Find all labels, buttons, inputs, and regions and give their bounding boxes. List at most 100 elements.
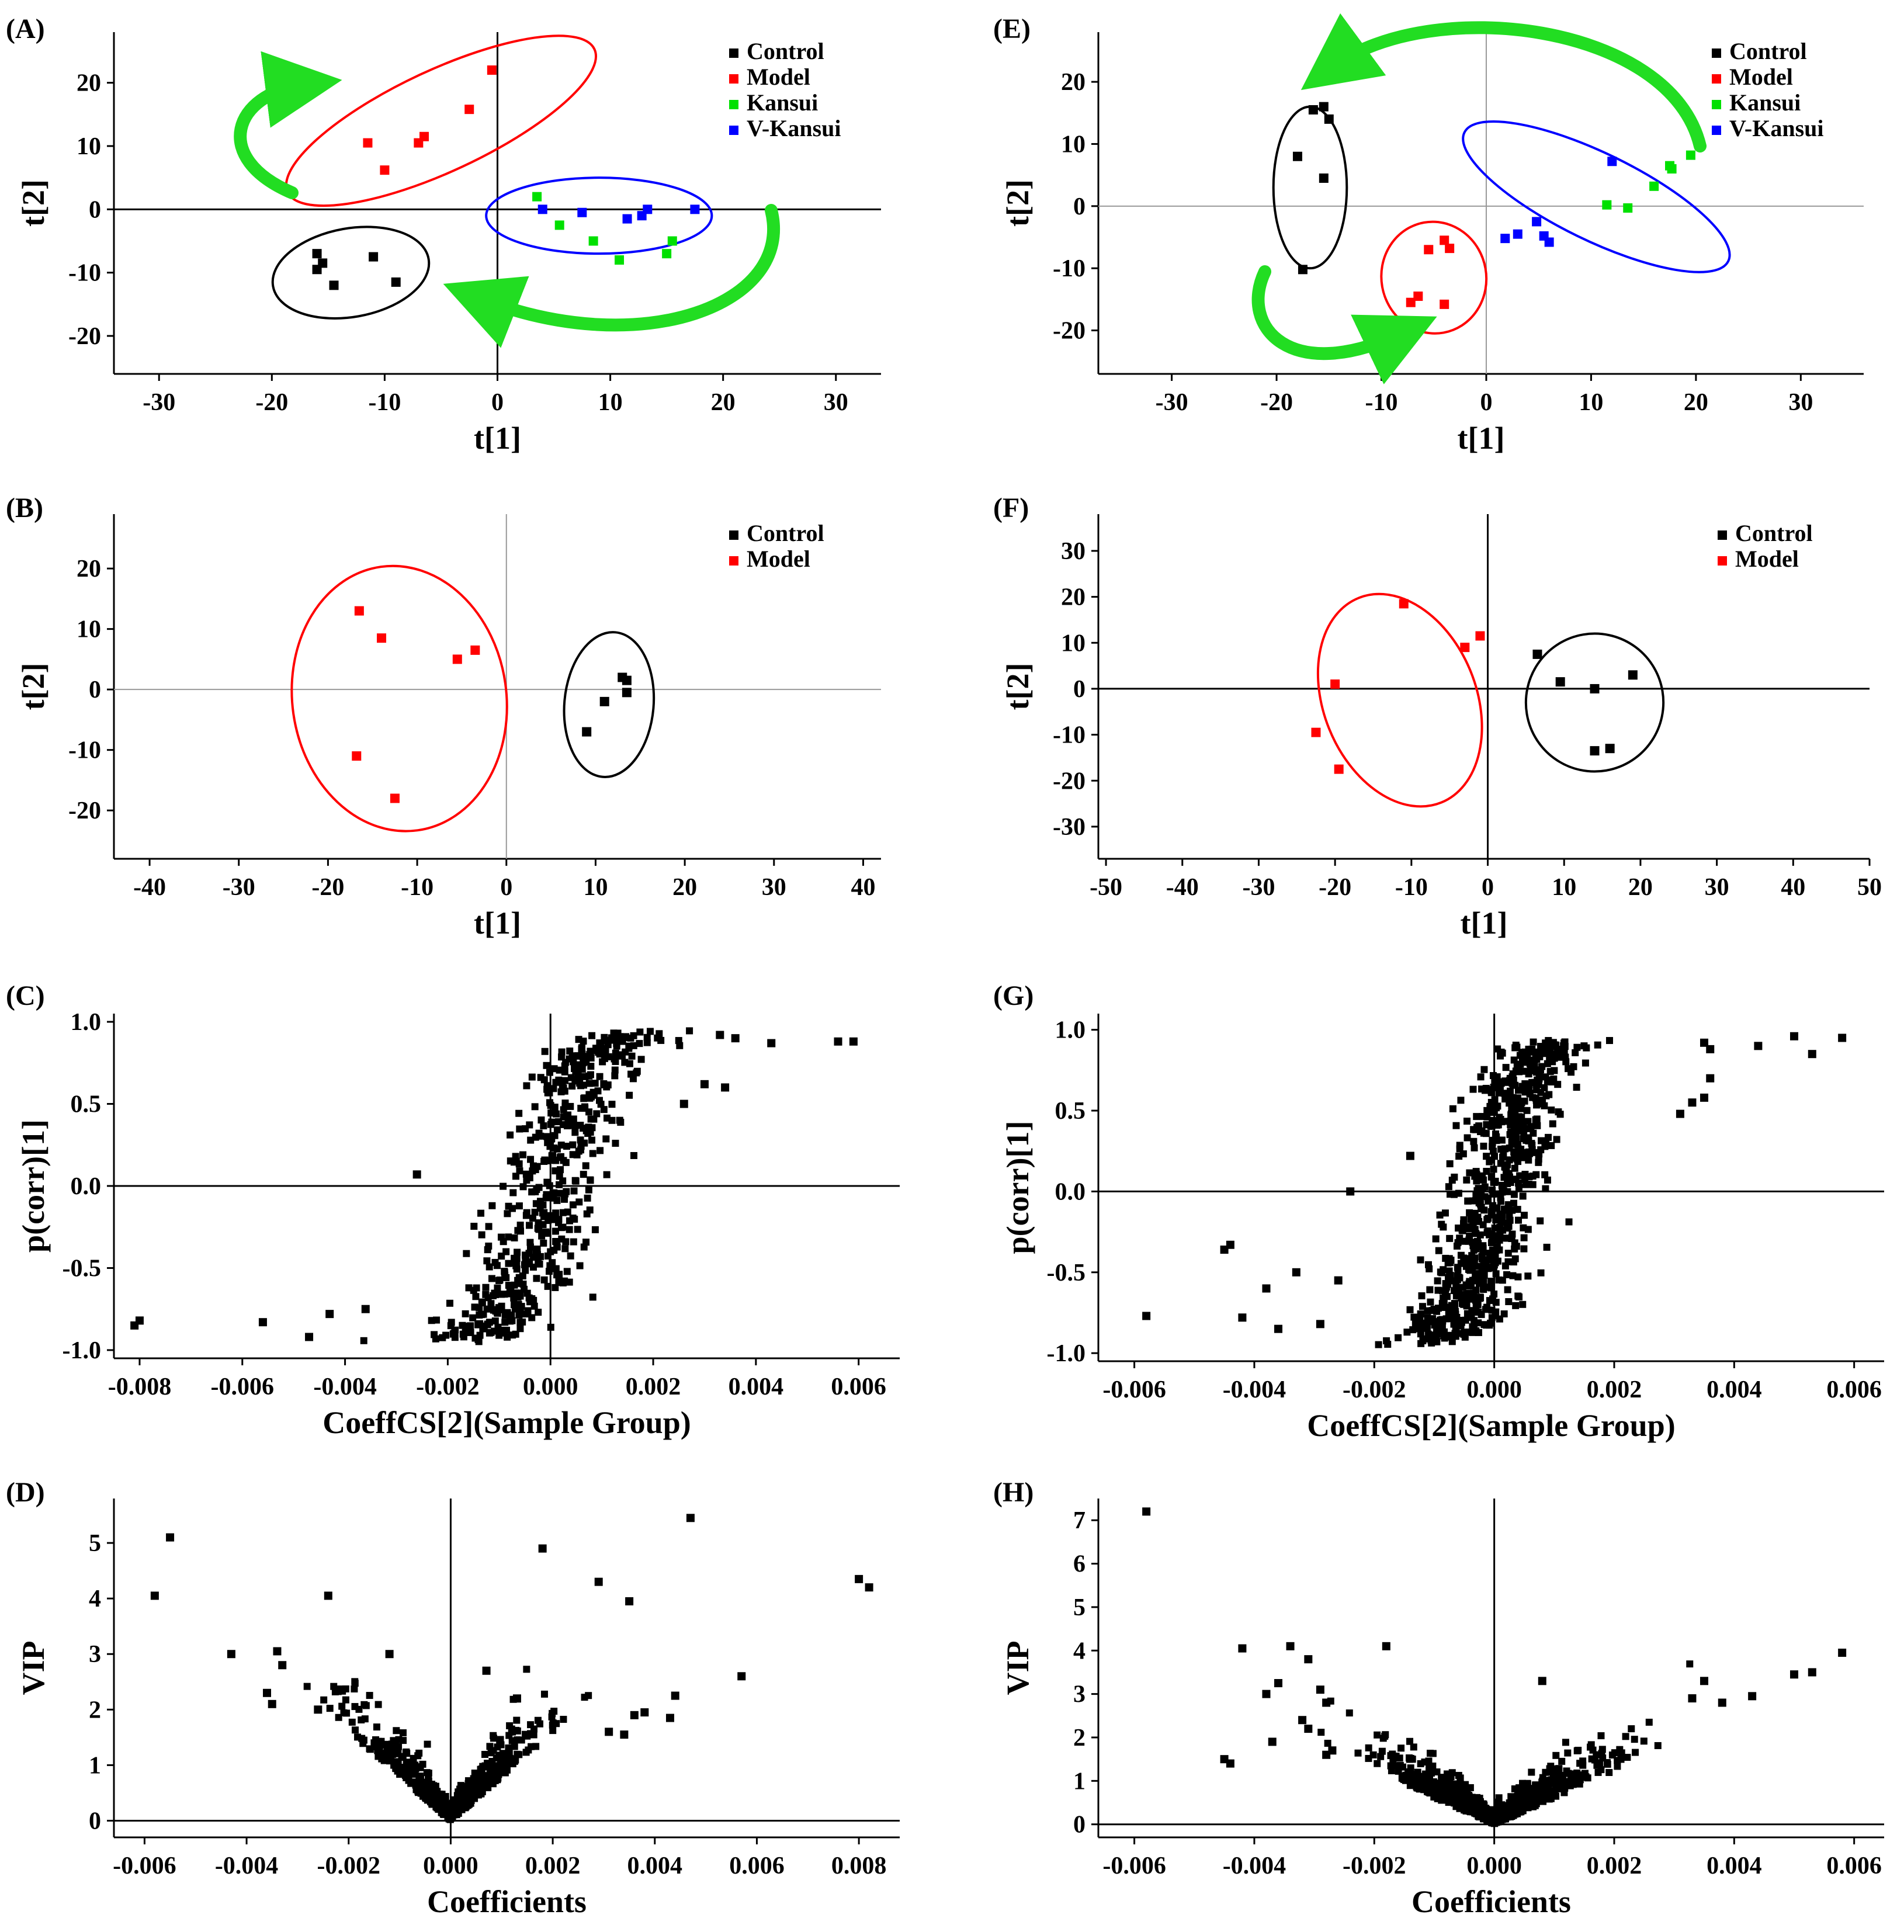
variable-point <box>578 1044 585 1052</box>
variable-point <box>1501 1262 1509 1269</box>
variable-point <box>1403 1329 1411 1336</box>
legend-swatch-control <box>1718 530 1727 540</box>
variable-point <box>572 1067 580 1075</box>
variable-point <box>1542 1138 1550 1146</box>
variable-point <box>1498 1118 1506 1126</box>
variable-point <box>1487 1104 1494 1112</box>
variable-point <box>611 1072 619 1080</box>
variable-point <box>273 1647 282 1656</box>
variable-point <box>522 1253 530 1261</box>
variable-point <box>1588 1755 1596 1763</box>
variable-point <box>1754 1042 1763 1050</box>
variable-point <box>1537 1269 1545 1277</box>
variable-point <box>594 1577 603 1586</box>
variable-point <box>1393 1762 1400 1770</box>
variable-point <box>580 1095 588 1102</box>
variable-point <box>1605 1037 1613 1045</box>
variable-point <box>1532 1094 1539 1102</box>
data-point-control <box>1308 105 1318 115</box>
y-tick-label: 1 <box>1073 1768 1085 1795</box>
variable-point <box>504 1333 511 1341</box>
variable-point <box>1507 1121 1514 1129</box>
variable-point <box>1490 1166 1497 1173</box>
variable-point <box>1492 1270 1500 1278</box>
variable-point <box>1460 1216 1468 1223</box>
variable-point <box>1521 1080 1529 1088</box>
variable-point <box>580 1059 587 1067</box>
variable-point <box>1492 1299 1500 1306</box>
y-tick-label: 2 <box>1073 1725 1085 1751</box>
variable-point <box>358 1735 366 1742</box>
variable-point <box>608 1101 616 1108</box>
legend-swatch-v-kansui <box>729 126 738 135</box>
variable-point <box>469 1314 477 1321</box>
y-tick-label: 10 <box>1061 131 1085 158</box>
variable-point <box>361 1305 370 1313</box>
variable-point <box>1406 1151 1414 1160</box>
variable-point <box>587 1115 595 1123</box>
variable-point <box>1645 1718 1653 1726</box>
variable-point <box>1573 1747 1581 1754</box>
variable-point <box>1520 1212 1528 1219</box>
variable-point <box>1531 1078 1539 1086</box>
variable-point <box>1502 1064 1510 1071</box>
variable-point <box>636 1040 643 1047</box>
variable-point <box>1396 1754 1403 1762</box>
variable-point <box>564 1208 571 1216</box>
variable-point <box>1480 1261 1487 1269</box>
variable-point <box>526 1243 534 1251</box>
variable-point <box>484 1320 491 1328</box>
variable-point <box>533 1186 540 1194</box>
data-point-model <box>1440 235 1449 245</box>
variable-point <box>1514 1206 1521 1213</box>
data-point-kansui <box>667 236 677 246</box>
data-point-model <box>464 105 474 115</box>
variable-point <box>1543 1243 1551 1251</box>
variable-point <box>1316 1320 1324 1329</box>
variable-point <box>1512 1302 1520 1309</box>
variable-point <box>467 1778 475 1786</box>
variable-point <box>1434 1286 1442 1294</box>
variable-point <box>516 1319 524 1326</box>
y-tick-label: 6 <box>1073 1551 1085 1578</box>
variable-point <box>395 1743 403 1750</box>
variable-point <box>535 1129 543 1137</box>
variable-point <box>1505 1298 1513 1306</box>
variable-point <box>532 1250 540 1257</box>
variable-point <box>1538 1677 1546 1685</box>
x-tick-label: -10 <box>1365 389 1398 416</box>
variable-point <box>268 1699 276 1708</box>
variable-point <box>1427 1298 1434 1306</box>
variable-point <box>1322 1698 1331 1707</box>
variable-point <box>1417 1310 1424 1318</box>
variable-point <box>1480 1129 1487 1137</box>
variable-point <box>1475 1122 1483 1130</box>
variable-point <box>1304 1725 1313 1733</box>
variable-point <box>542 1194 550 1202</box>
variable-point <box>355 1705 363 1713</box>
variable-point <box>1510 1199 1518 1207</box>
data-point-control <box>1298 265 1308 275</box>
y-tick-label: 0 <box>89 677 101 703</box>
variable-point <box>581 1105 589 1112</box>
data-point-model <box>452 654 462 664</box>
variable-point <box>1551 1067 1558 1074</box>
y-tick-label: -10 <box>1053 255 1085 282</box>
variable-point <box>1555 1046 1562 1053</box>
variable-point <box>1512 1067 1520 1075</box>
data-point-control <box>312 265 322 275</box>
variable-point <box>1345 1709 1353 1717</box>
legend-swatch-kansui <box>1712 100 1721 109</box>
variable-point <box>1472 1327 1480 1334</box>
variable-point <box>588 1032 596 1039</box>
variable-point <box>393 1727 400 1735</box>
variable-point <box>445 1802 453 1809</box>
variable-point <box>1511 1245 1518 1253</box>
variable-point <box>348 1718 356 1726</box>
variable-point <box>343 1709 351 1717</box>
variable-point <box>1510 1191 1518 1198</box>
variable-point <box>535 1258 542 1265</box>
x-tick-label: -0.006 <box>113 1853 176 1879</box>
variable-point <box>351 1685 358 1692</box>
